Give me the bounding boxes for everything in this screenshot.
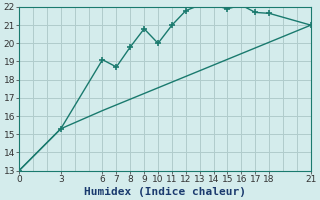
X-axis label: Humidex (Indice chaleur): Humidex (Indice chaleur): [84, 186, 246, 197]
